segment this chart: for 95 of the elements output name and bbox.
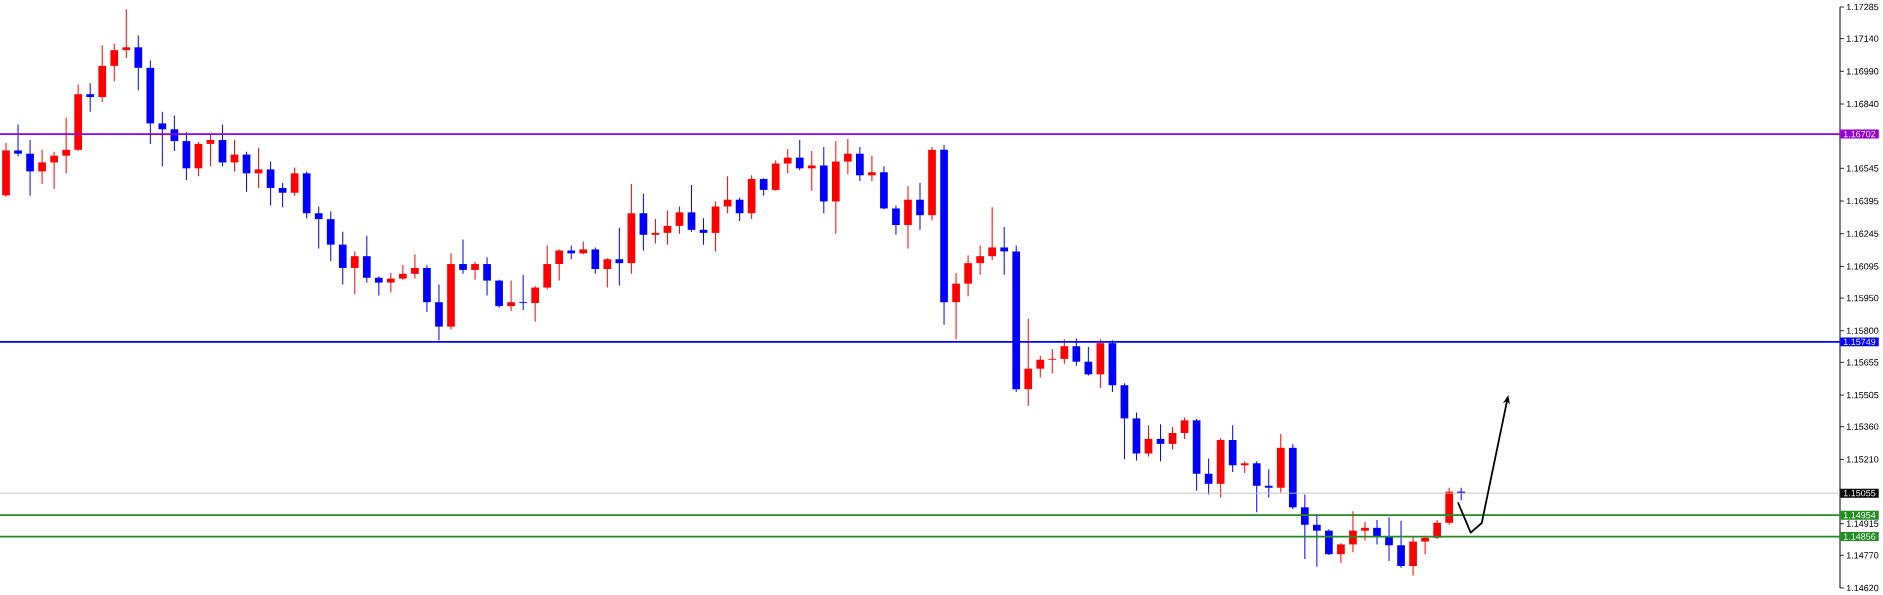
candlestick bbox=[254, 147, 263, 189]
candlestick bbox=[1373, 519, 1381, 545]
y-tick-label: 1.15950 bbox=[1846, 294, 1879, 302]
candlestick bbox=[651, 218, 660, 245]
y-tick-label: 1.16395 bbox=[1846, 197, 1879, 205]
candlestick bbox=[507, 280, 515, 312]
ref-line-label: 1.15055 bbox=[1843, 489, 1876, 497]
y-tick-label: 1.17285 bbox=[1846, 3, 1879, 11]
candlestick bbox=[278, 182, 287, 208]
candlestick bbox=[314, 205, 323, 250]
candlestick bbox=[1300, 493, 1309, 560]
y-tick-label: 1.16840 bbox=[1846, 100, 1879, 108]
candlestick bbox=[856, 146, 864, 182]
y-tick-label: 1.14770 bbox=[1846, 552, 1879, 559]
candlestick bbox=[663, 209, 672, 246]
y-tick-label: 1.14620 bbox=[1846, 584, 1879, 592]
candlestick bbox=[615, 227, 624, 287]
candlestick bbox=[807, 150, 816, 192]
candlestick bbox=[1433, 519, 1441, 540]
y-tick-label: 1.15655 bbox=[1846, 359, 1879, 366]
y-tick-label: 1.14915 bbox=[1846, 520, 1879, 527]
candlestick bbox=[110, 42, 119, 82]
candlestick bbox=[134, 35, 143, 91]
candlestick bbox=[916, 182, 924, 231]
candlestick bbox=[399, 264, 407, 281]
candlestick bbox=[62, 117, 70, 174]
ref-line-label: 1.15749 bbox=[1843, 338, 1876, 346]
y-tick-label: 1.17140 bbox=[1846, 35, 1879, 42]
candlestick bbox=[411, 253, 419, 280]
candlestick bbox=[1397, 520, 1405, 569]
candlestick bbox=[1264, 468, 1273, 499]
candlestick bbox=[471, 261, 479, 281]
candlestick bbox=[1385, 516, 1393, 562]
candlestick bbox=[122, 8, 131, 59]
candlestick bbox=[543, 245, 552, 290]
candlestick bbox=[350, 250, 359, 295]
candlestick bbox=[1349, 510, 1357, 553]
candlestick bbox=[1060, 338, 1069, 365]
candlestick bbox=[603, 257, 612, 289]
candlestick bbox=[1337, 542, 1345, 564]
y-tick-label: 1.15360 bbox=[1846, 423, 1879, 430]
ref-line-label: 1.14856 bbox=[1843, 533, 1876, 540]
ref-line-label: 1.14954 bbox=[1843, 511, 1876, 519]
candlestick bbox=[290, 166, 299, 197]
y-tick-label: 1.15505 bbox=[1846, 391, 1879, 399]
candlestick bbox=[687, 184, 696, 233]
candlestick bbox=[868, 155, 876, 182]
candlestick bbox=[1000, 226, 1009, 276]
y-tick-label: 1.16990 bbox=[1846, 68, 1879, 75]
candlestick bbox=[1024, 318, 1033, 407]
candlestick bbox=[639, 193, 648, 252]
candlestick bbox=[338, 231, 347, 286]
candlestick bbox=[86, 82, 95, 113]
candlestick bbox=[531, 285, 540, 323]
candlestick bbox=[795, 139, 804, 171]
candlestick bbox=[1421, 535, 1429, 555]
candlestick bbox=[519, 274, 527, 311]
y-tick-label: 1.16545 bbox=[1846, 165, 1879, 172]
candlestick bbox=[483, 256, 491, 296]
candlestick bbox=[459, 239, 467, 275]
candlestick bbox=[591, 246, 600, 275]
candlestick bbox=[844, 138, 852, 175]
candlestick bbox=[988, 206, 997, 261]
candlestick bbox=[1204, 458, 1213, 495]
candlestick bbox=[374, 275, 383, 296]
candlestick bbox=[783, 148, 792, 174]
candlestick bbox=[1036, 355, 1045, 378]
candlestick bbox=[1156, 423, 1165, 462]
y-tick-label: 1.16095 bbox=[1846, 263, 1879, 270]
candlestick bbox=[892, 204, 900, 236]
candlestick bbox=[50, 151, 58, 190]
candlestick bbox=[362, 235, 371, 284]
y-tick-label: 1.15210 bbox=[1846, 456, 1879, 463]
candlestick bbox=[1252, 460, 1261, 513]
candlestick bbox=[952, 272, 960, 340]
candlestick bbox=[38, 149, 46, 185]
ref-line-label: 1.16702 bbox=[1843, 130, 1876, 138]
candlestick bbox=[266, 161, 275, 206]
candlestick bbox=[1180, 417, 1189, 440]
y-tick-label: 1.15800 bbox=[1846, 327, 1879, 334]
candlestick bbox=[675, 205, 684, 235]
candlestick bbox=[26, 139, 34, 197]
candlestick bbox=[1361, 521, 1369, 541]
candlestick bbox=[206, 133, 215, 167]
y-tick-label: 1.16245 bbox=[1846, 230, 1879, 237]
candlestick bbox=[158, 111, 167, 167]
candlestick bbox=[14, 124, 22, 157]
candlestick bbox=[387, 272, 395, 293]
candlestick bbox=[1168, 426, 1177, 451]
candlestick bbox=[1048, 348, 1057, 374]
candlestick bbox=[1325, 528, 1333, 556]
candlestick bbox=[1313, 513, 1321, 568]
candlestick bbox=[964, 254, 972, 297]
candlestick bbox=[976, 245, 984, 276]
candlestick bbox=[555, 248, 564, 282]
